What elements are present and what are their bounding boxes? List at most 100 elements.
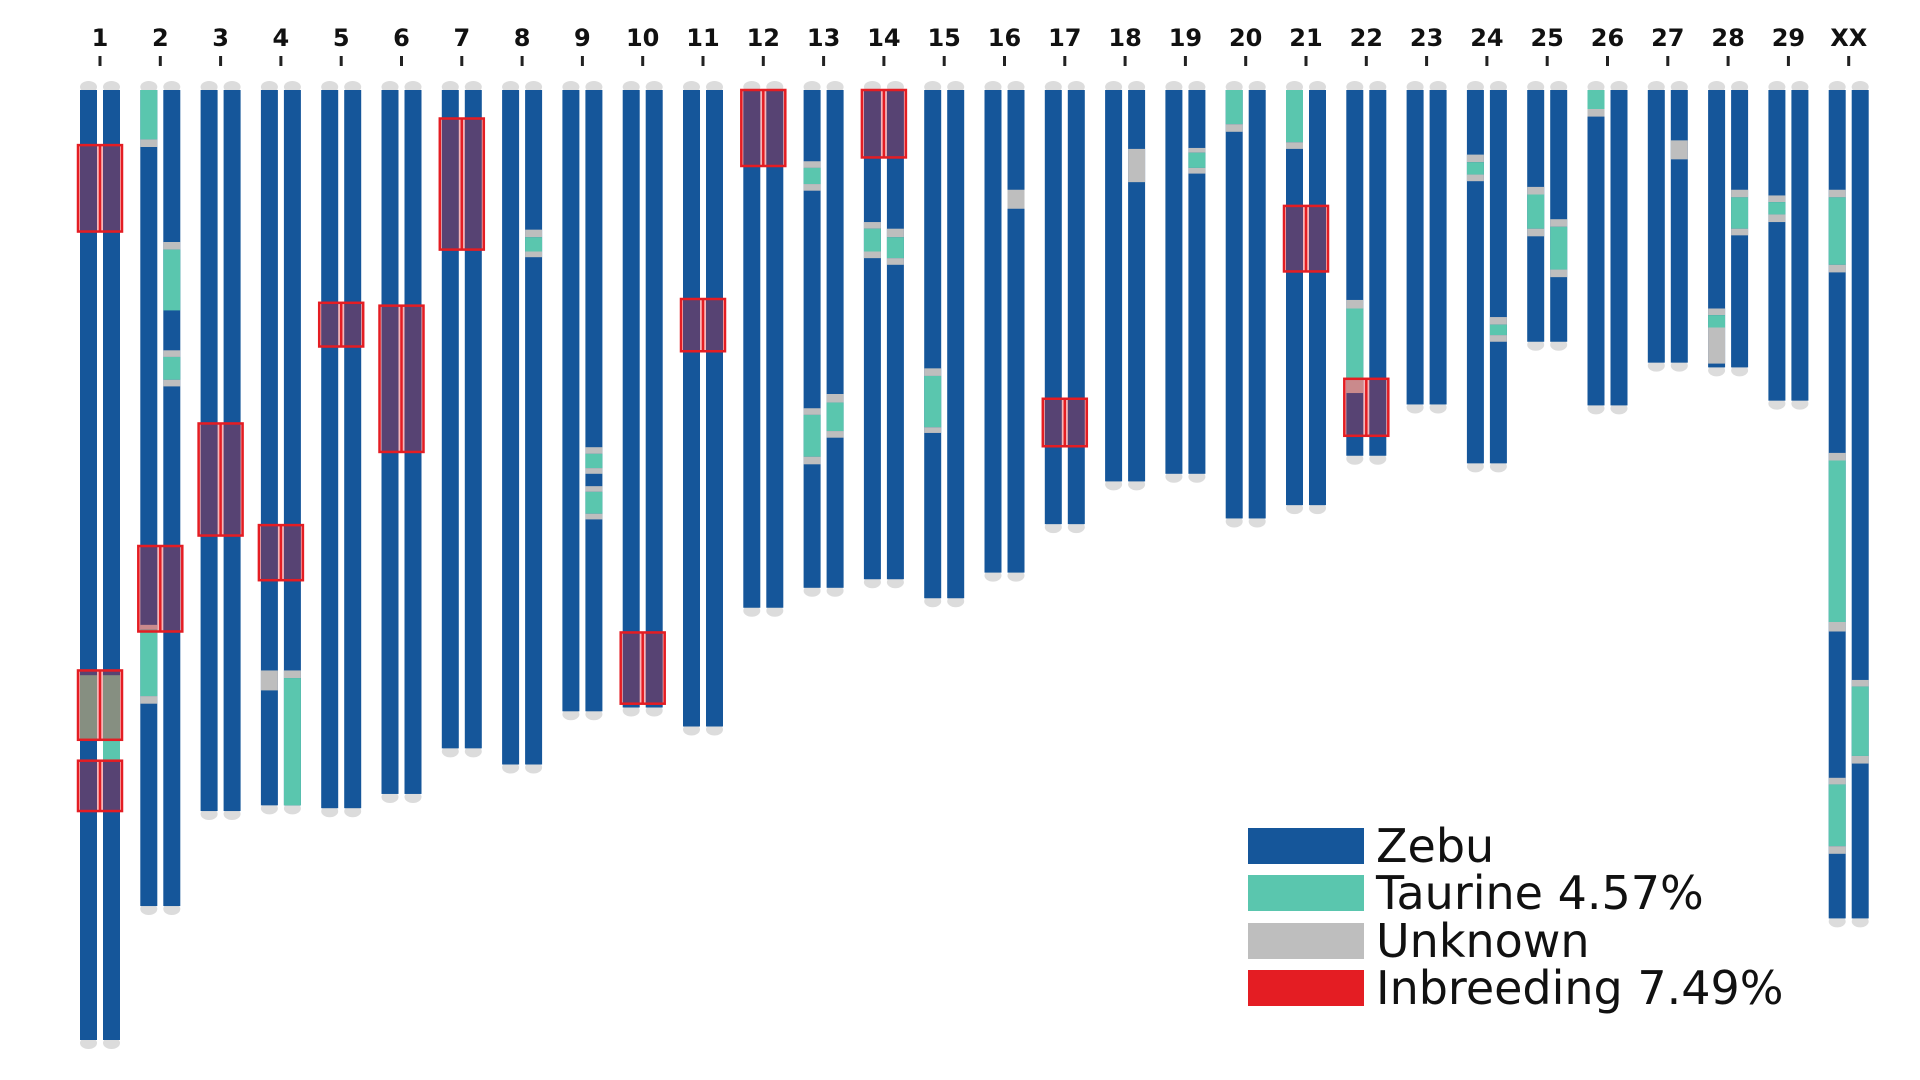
- ancestry-segment-unknown: [1731, 189, 1749, 198]
- ancestry-segment-taurine: [924, 375, 942, 428]
- haplotype-bar: [464, 90, 482, 749]
- ancestry-segment-taurine: [1527, 194, 1545, 229]
- legend-swatch-unknown: [1248, 923, 1364, 959]
- haplotype-bar: [1286, 90, 1303, 506]
- chromosome-pair-24: 24: [1466, 24, 1507, 473]
- ancestry-segment-unknown: [1851, 679, 1869, 687]
- ancestry-segment-unknown: [1527, 228, 1545, 237]
- chromosome-label: 28: [1711, 24, 1744, 52]
- chromosome-label: 25: [1530, 24, 1563, 52]
- ancestry-segment-taurine: [163, 249, 181, 311]
- haplotype-bar: [947, 90, 965, 599]
- haplotype-bar: [1128, 90, 1146, 482]
- chromosome-pair-11: 11: [679, 24, 727, 736]
- chromosome-label: 6: [393, 24, 410, 52]
- ancestry-segment-taurine: [1828, 460, 1846, 622]
- ancestry-segment-taurine: [140, 629, 158, 697]
- ancestry-segment-unknown: [163, 242, 181, 250]
- ancestry-segment-unknown: [1466, 154, 1484, 163]
- ancestry-segment-unknown: [1128, 148, 1146, 183]
- haplotype-bar: [1406, 90, 1424, 405]
- chromosome-label: 27: [1651, 24, 1684, 52]
- ancestry-segment-taurine: [585, 491, 603, 514]
- chromosome-label: 2: [152, 24, 169, 52]
- haplotype-bar: [826, 90, 844, 588]
- chromosome-label: XX: [1830, 24, 1868, 52]
- haplotype-bar: [140, 90, 158, 907]
- legend-swatch-taurine: [1248, 875, 1364, 911]
- ancestry-segment-taurine: [163, 356, 181, 380]
- ancestry-segment-unknown: [1828, 189, 1846, 198]
- ancestry-segment-unknown: [1708, 308, 1726, 316]
- chromosome-pair-4: 4: [257, 24, 305, 815]
- haplotype-bar: [683, 90, 700, 727]
- ancestry-segment-taurine: [886, 237, 904, 259]
- ancestry-segment-unknown: [826, 431, 844, 438]
- chromosome-pair-29: 29: [1768, 24, 1809, 410]
- chromosome-pair-1: 1: [76, 24, 124, 1049]
- haplotype-bar: [1610, 90, 1628, 406]
- ancestry-segment-unknown: [585, 513, 603, 520]
- ancestry-segment-unknown: [1768, 214, 1786, 223]
- chromosome-pair-28: 28: [1708, 24, 1749, 377]
- chromosome-pair-2: 2: [137, 24, 184, 916]
- ancestry-segment-taurine: [1346, 308, 1364, 379]
- haplotype-bar: [1044, 90, 1062, 525]
- chromosome-label: 16: [988, 24, 1021, 52]
- chromosome-pair-8: 8: [502, 24, 543, 774]
- ancestry-segment-unknown: [140, 696, 158, 704]
- ancestry-segment-unknown: [803, 408, 821, 415]
- legend-swatch-inbreeding: [1248, 970, 1364, 1006]
- chromosome-label: 14: [867, 24, 900, 52]
- ancestry-segment-unknown: [585, 447, 603, 454]
- chromosome-pair-19: 19: [1165, 24, 1206, 483]
- chromosome-label: 1: [92, 24, 109, 52]
- ancestry-segment-unknown: [826, 394, 844, 403]
- haplotype-bar: [260, 90, 278, 806]
- chromosome-label: 24: [1470, 24, 1503, 52]
- chromosome-pair-6: 6: [378, 24, 425, 803]
- ancestry-segment-unknown: [260, 670, 278, 691]
- haplotype-bar: [1708, 90, 1726, 368]
- legend: Zebu Taurine 4.57% Unknown Inbreeding 7.…: [1248, 819, 1784, 1015]
- ancestry-segment-unknown: [1188, 147, 1206, 153]
- haplotype-bar: [80, 90, 97, 1040]
- haplotype-bar: [766, 90, 784, 608]
- haplotype-bar: [1188, 90, 1206, 474]
- haplotype-bar: [984, 90, 1002, 573]
- ancestry-segment-taurine: [1225, 90, 1243, 125]
- ancestry-segment-unknown: [1828, 622, 1846, 632]
- haplotype-bar: [622, 90, 640, 708]
- ancestry-segment-unknown: [1346, 378, 1364, 394]
- ancestry-segment-taurine: [1828, 784, 1846, 847]
- chromosome-pair-27: 27: [1647, 24, 1688, 372]
- chromosome-pair-13: 13: [803, 24, 844, 597]
- ancestry-segment-unknown: [1286, 142, 1303, 149]
- haplotype-bar: [1309, 90, 1326, 506]
- ancestry-segment-taurine: [80, 675, 97, 740]
- ancestry-segment-unknown: [1188, 167, 1206, 174]
- ancestry-segment-unknown: [863, 222, 881, 229]
- haplotype-bar: [1587, 90, 1605, 406]
- chromosome-pair-10: 10: [619, 24, 666, 717]
- ancestry-segment-unknown: [1851, 755, 1869, 764]
- legend-label-taurine: Taurine 4.57%: [1375, 866, 1704, 920]
- ancestry-segment-taurine: [1731, 197, 1749, 229]
- haplotype-bar: [1165, 90, 1183, 474]
- ancestry-segment-unknown: [803, 456, 821, 465]
- ancestry-segment-unknown: [886, 258, 904, 265]
- ancestry-segment-taurine: [863, 228, 881, 252]
- chromosome-label: 8: [514, 24, 531, 52]
- haplotype-bar: [1647, 90, 1665, 363]
- haplotype-bar: [562, 90, 580, 712]
- haplotype-bar: [502, 90, 520, 765]
- chromosome-pair-23: 23: [1406, 24, 1447, 414]
- chromosome-pair-20: 20: [1225, 24, 1266, 528]
- ancestry-segment-taurine: [1466, 162, 1484, 175]
- chromosome-label: 13: [807, 24, 840, 52]
- ancestry-segment-taurine: [525, 237, 543, 252]
- haplotype-bar: [381, 90, 399, 794]
- ancestry-segment-taurine: [1851, 686, 1869, 756]
- haplotype-bar: [1248, 90, 1266, 519]
- chromosome-pair-3: 3: [197, 24, 244, 821]
